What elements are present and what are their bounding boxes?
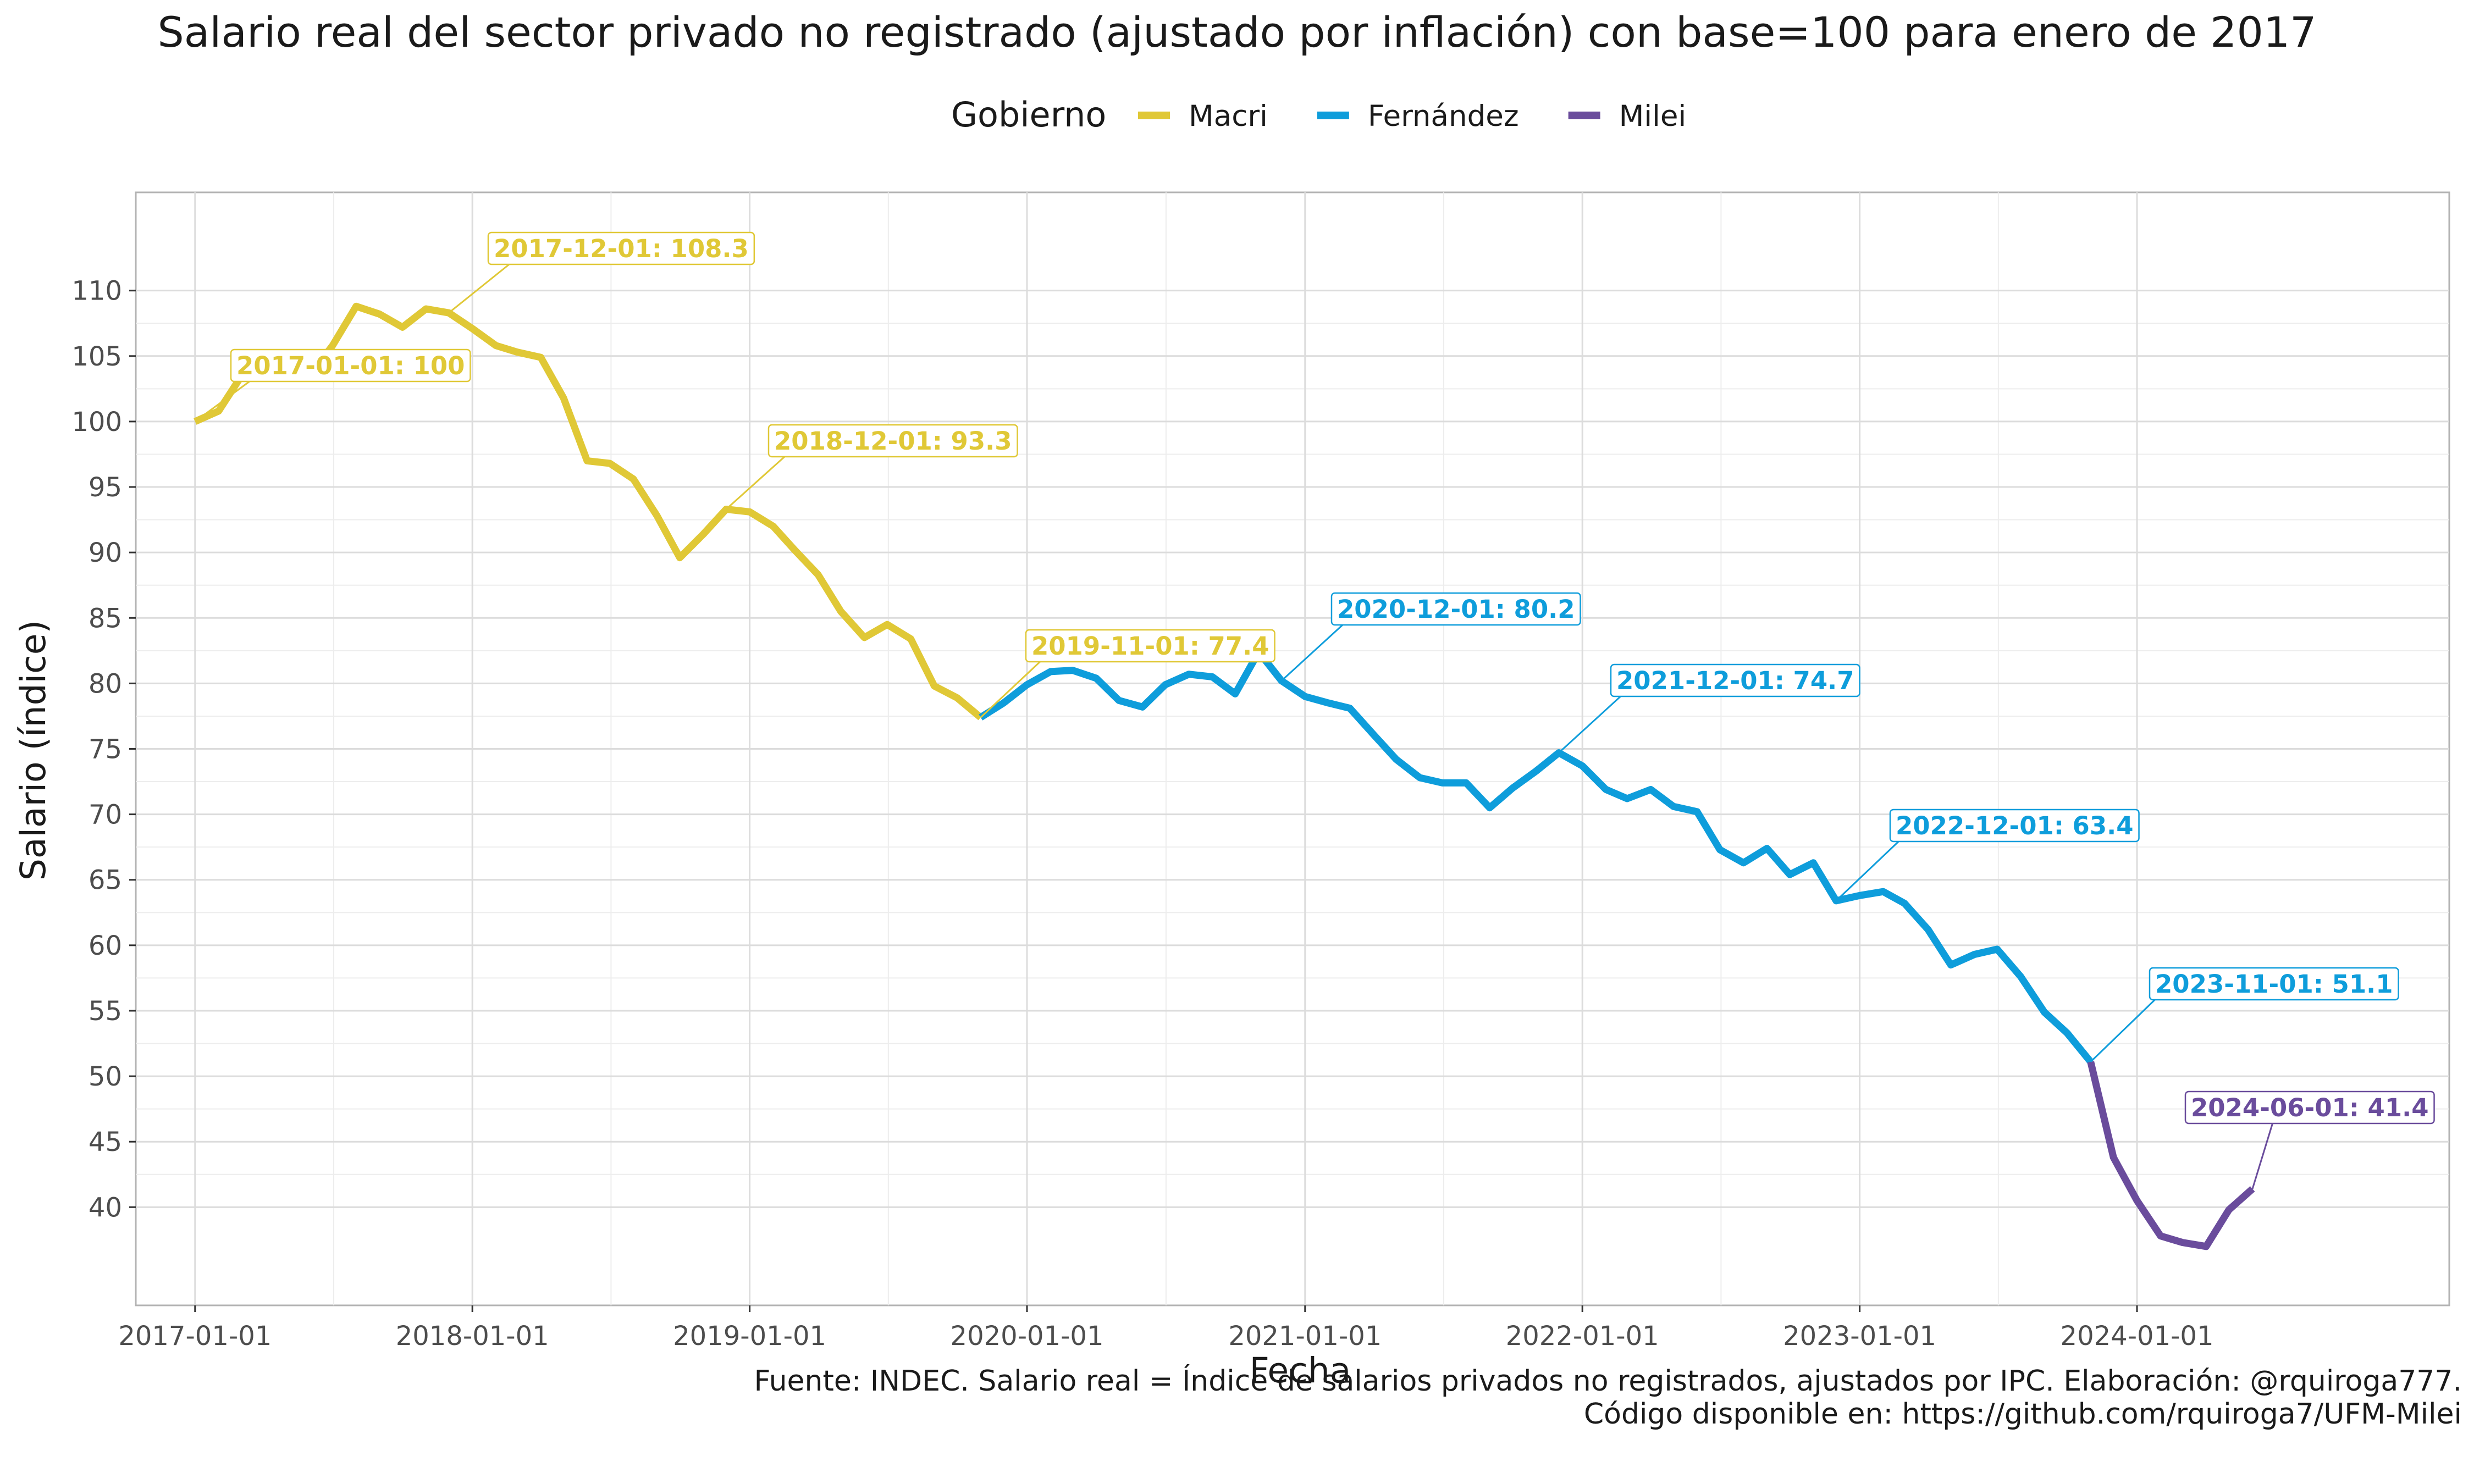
y-tick-label: 110 [71,276,122,307]
data-label: 2020-12-01: 80.2 [1280,592,1581,682]
x-axis-title: Fecha [1250,1350,1351,1391]
data-label: 2021-12-01: 74.7 [1558,663,1860,754]
x-tick-label: 2023-01-01 [1783,1321,1936,1352]
y-tick-label: 105 [71,341,122,372]
chart-title: Salario real del sector privado no regis… [157,8,2316,57]
data-label: 2024-06-01: 41.4 [2184,1090,2435,1189]
x-tick-label: 2018-01-01 [396,1321,549,1352]
data-label-leader [1280,624,1344,682]
y-tick-label: 65 [89,865,122,896]
y-tick-label: 70 [89,800,122,830]
data-label-leader [194,380,250,423]
data-label-box [230,348,471,383]
data-label-leader [1835,840,1899,901]
legend-label: Macri [1189,99,1268,133]
series-line-milei [2087,1061,2255,1250]
x-tick-label: 2024-01-01 [2061,1321,2214,1352]
y-tick-label: 40 [89,1192,122,1223]
x-tick-label: 2022-01-01 [1506,1321,1659,1352]
caption-code: Código disponible en: https://github.com… [1584,1398,2462,1431]
data-label: 2022-12-01: 63.4 [1835,809,2140,901]
y-tick-label: 55 [89,996,122,1027]
data-label-box [2149,967,2399,1001]
x-tick-label: 2021-01-01 [1228,1321,1382,1352]
data-label-leader [448,263,510,314]
y-tick-label: 50 [89,1061,122,1092]
data-label-text: 2022-12-01: 63.4 [1896,811,2134,840]
data-label-box [1025,629,1275,663]
data-label-box [1330,592,1581,626]
data-label-leader [1558,695,1621,754]
legend: Gobierno Macri Fernández Milei [951,95,1686,135]
y-tick-label: 80 [89,668,122,699]
data-label-box [2184,1090,2435,1125]
data-label-text: 2017-01-01: 100 [236,351,465,380]
y-tick-label: 100 [71,407,122,438]
x-tick-label: 2017-01-01 [118,1321,272,1352]
data-label: 2019-11-01: 77.4 [980,629,1275,718]
data-label-leader [980,661,1041,718]
y-tick-label: 85 [89,603,122,634]
data-label-box [767,424,1018,458]
data-label-text: 2021-12-01: 74.7 [1616,666,1854,695]
plot-panel: 2017-01-01: 100 2017-12-01: 108.3 2018-12-… [135,191,2450,1306]
series-line-fernndez [979,648,2094,1065]
data-label-text: 2020-12-01: 80.2 [1337,595,1575,624]
data-label: 2017-01-01: 100 [194,348,471,423]
y-tick-label: 45 [89,1127,122,1158]
caption-source: Fuente: INDEC. Salario real = Índice de … [754,1364,2462,1398]
legend-label: Fernández [1368,99,1519,133]
data-label-text: 2018-12-01: 93.3 [774,427,1012,456]
data-label-text: 2017-12-01: 108.3 [494,234,749,263]
legend-label: Milei [1619,99,1687,133]
data-label-text: 2019-11-01: 77.4 [1031,632,1269,661]
data-label: 2017-12-01: 108.3 [448,231,755,314]
data-label-text: 2023-11-01: 51.1 [2155,970,2393,999]
data-label-leader [2090,999,2156,1062]
y-tick-label: 90 [89,538,122,568]
data-label-box [487,231,755,265]
legend-title: Gobierno [951,95,1106,135]
data-label-box [1889,809,2140,843]
x-tick-label: 2020-01-01 [951,1321,1104,1352]
data-label-box [1610,663,1860,697]
y-tick-label: 75 [89,734,122,765]
data-label-text: 2024-06-01: 41.4 [2191,1093,2429,1122]
y-tick-label: 60 [89,931,122,961]
y-axis-title: Salario (índice) [13,620,53,881]
x-tick-label: 2019-01-01 [673,1321,826,1352]
data-label-leader [725,456,785,510]
data-label: 2018-12-01: 93.3 [725,424,1018,510]
y-tick-label: 95 [89,472,122,503]
data-label: 2023-11-01: 51.1 [2090,967,2399,1062]
data-label-leader [2251,1123,2273,1189]
